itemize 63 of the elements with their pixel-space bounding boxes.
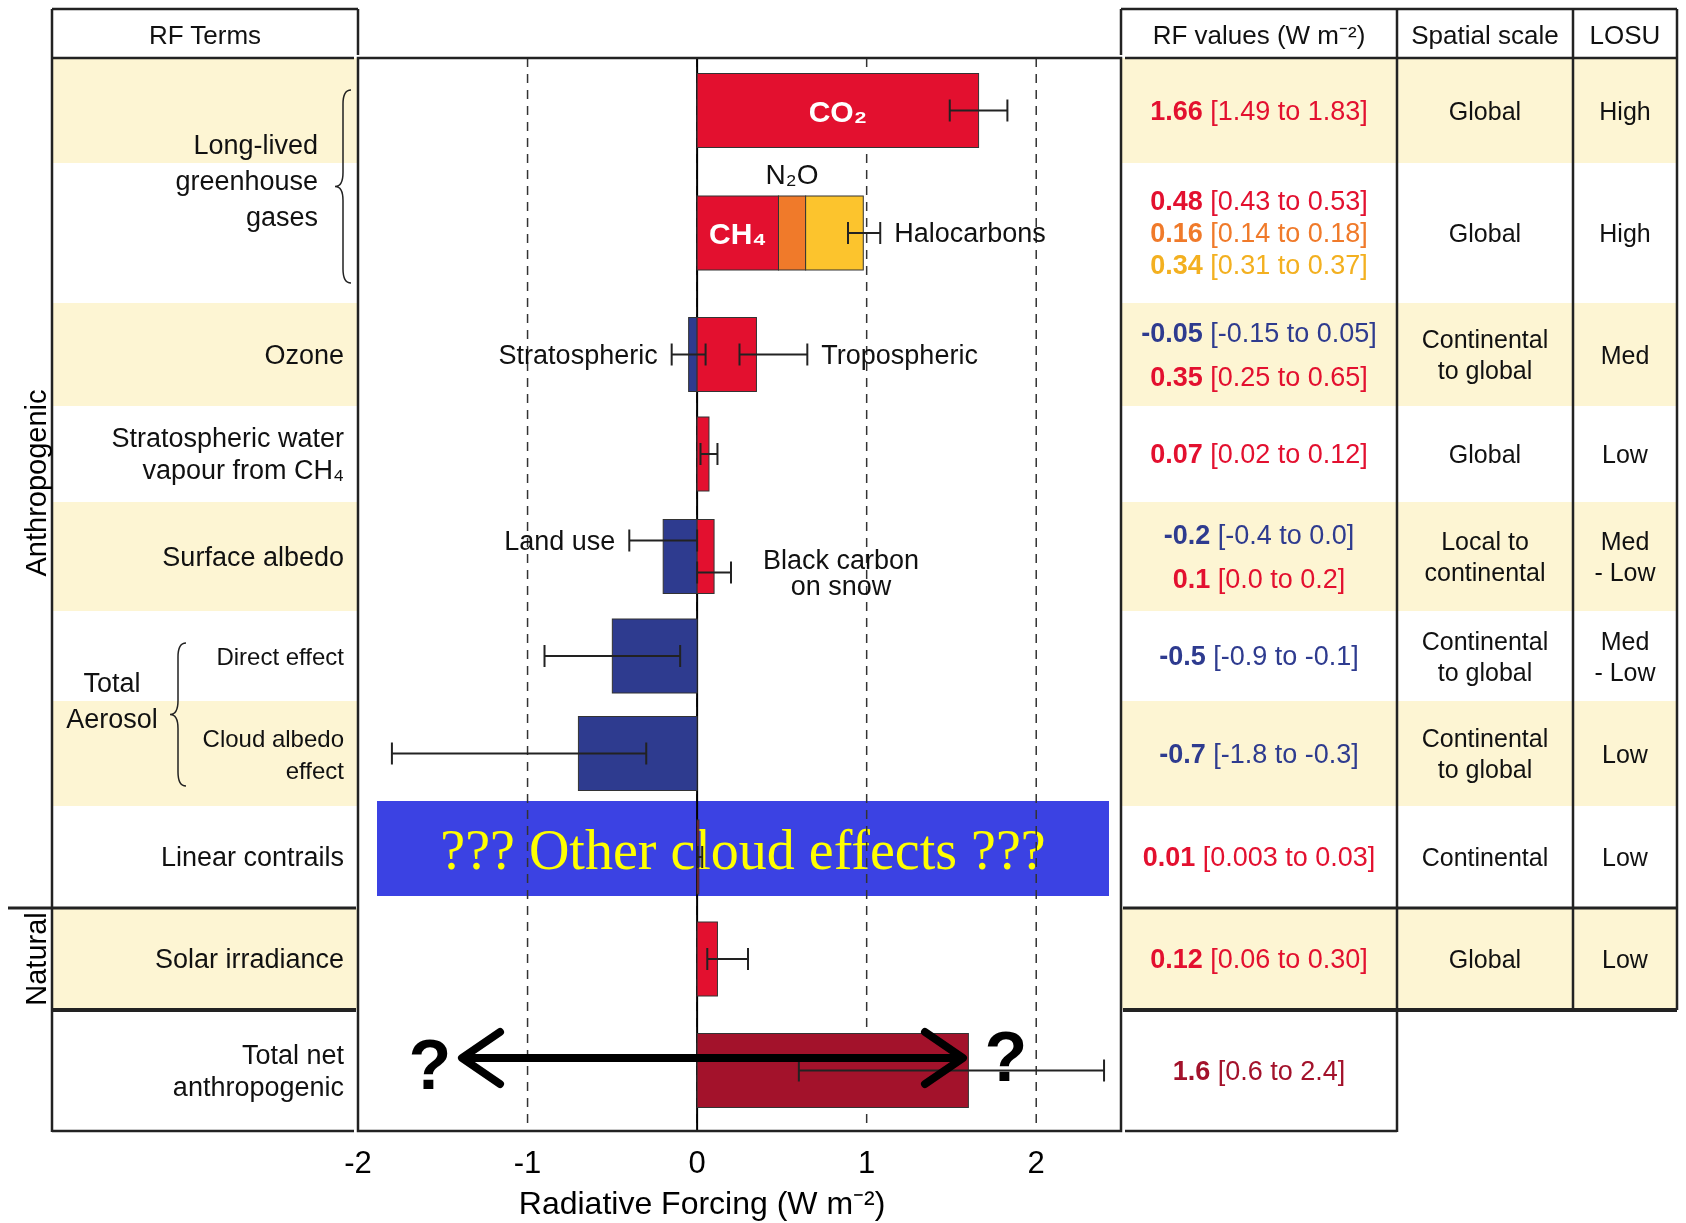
category-label: Continental to global <box>1421 626 1549 686</box>
y-axis-title: RF Terms <box>148 20 262 50</box>
x-tick-label: -2 <box>344 1144 372 1180</box>
text: Long-lived greenhouse gases <box>175 129 318 232</box>
category-label: 0.01 [0.003 to 0.03] <box>1142 842 1376 872</box>
series-label: CO₂ <box>808 94 868 127</box>
category-label: 0.16 [0.14 to 0.18] <box>1150 218 1368 248</box>
y-tick-label: Solar irradiance <box>154 944 344 974</box>
category-label: 0.34 [0.31 to 0.37] <box>1150 250 1368 280</box>
category-label: -0.5 [-0.9 to -0.1] <box>1159 641 1359 671</box>
category-label: -0.05 [-0.15 to 0.05] <box>1141 317 1377 348</box>
category-label: 0.07 [0.02 to 0.12] <box>1150 439 1368 469</box>
category-label: Global <box>1448 219 1522 247</box>
category-label: 0.35 [0.25 to 0.65] <box>1150 361 1368 392</box>
text: LOSU <box>1589 20 1661 50</box>
text: RF values (W m⁻²) <box>1152 20 1366 50</box>
series-label: N₂O <box>765 158 819 190</box>
text: Spatial scale <box>1411 20 1559 50</box>
series-label: CH₄ <box>708 216 767 250</box>
category-label: Low <box>1602 945 1649 973</box>
category-label: Continental to global <box>1421 724 1549 783</box>
category-label: Continental to global <box>1421 325 1549 384</box>
x-tick-label: 2 <box>1027 1144 1045 1180</box>
category-label: 0.1 [0.0 to 0.2] <box>1172 563 1346 594</box>
category-label: 1.66 [1.49 to 1.83] <box>1150 95 1368 126</box>
x-axis-title: Radiative Forcing (W m⁻²) <box>518 1185 886 1221</box>
category-label: -0.2 [-0.4 to 0.0] <box>1163 519 1355 550</box>
category-label: Med - Low <box>1594 527 1657 586</box>
series-label: Stratospheric <box>498 339 658 370</box>
category-label: Low <box>1602 440 1649 468</box>
series-label: Land use <box>504 525 616 556</box>
text: Anthropogenic <box>20 389 52 577</box>
category-label: -0.7 [-1.8 to -0.3] <box>1159 738 1359 769</box>
x-tick-label: 1 <box>858 1144 876 1180</box>
series-label: Black carbon on snow <box>762 544 920 601</box>
category-label: Global <box>1448 440 1522 468</box>
y-tick-label: Total net anthropogenic <box>172 1039 345 1102</box>
category-label: Med - Low <box>1594 626 1657 686</box>
category-label: Global <box>1448 945 1522 973</box>
y-tick-label: Linear contrails <box>160 842 344 872</box>
category-label: High <box>1599 96 1651 125</box>
y-tick-label: Stratospheric water vapour from CH₄ <box>111 423 344 485</box>
category-label: Global <box>1448 96 1522 125</box>
text: Total Aerosol <box>66 668 158 734</box>
series-label: Halocarbons <box>894 218 1046 248</box>
category-label: Continental <box>1421 843 1549 871</box>
category-label: 0.12 [0.06 to 0.30] <box>1150 944 1368 974</box>
category-label: Low <box>1602 843 1649 871</box>
category-label: 1.6 [0.6 to 2.4] <box>1172 1055 1346 1086</box>
category-label: High <box>1599 219 1651 247</box>
y-tick-label: Ozone <box>264 339 344 370</box>
x-tick-label: 0 <box>688 1144 706 1180</box>
text: Tropospheric <box>821 339 978 370</box>
category-label: Med <box>1600 340 1650 369</box>
text: Natural <box>20 912 52 1006</box>
category-label: Low <box>1602 739 1649 768</box>
y-tick-label: Surface albedo <box>162 541 344 572</box>
y-tick-label: Direct effect <box>216 642 345 670</box>
annotation: ? <box>408 1026 452 1104</box>
category-label: Local to continental <box>1424 527 1546 586</box>
x-tick-label: -1 <box>513 1144 542 1180</box>
y-tick-label: Cloud albedo effect <box>202 724 345 783</box>
category-label: 0.48 [0.43 to 0.53] <box>1150 186 1368 216</box>
